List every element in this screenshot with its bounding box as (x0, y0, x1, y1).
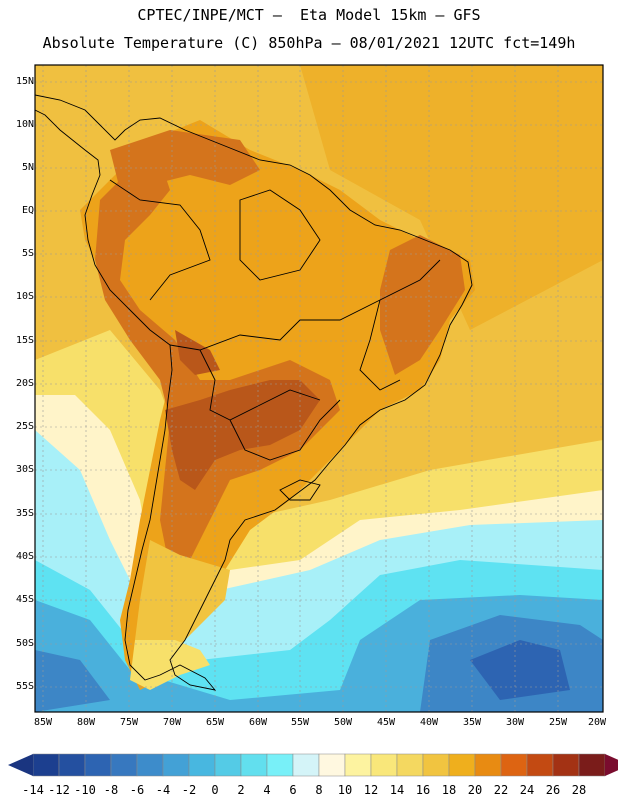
colorbar-label: 24 (519, 783, 535, 797)
colorbar-swatch (552, 753, 580, 777)
lon-label: 30W (505, 717, 525, 728)
lat-label: 55S (15, 681, 34, 692)
field-patagonia-mild (130, 640, 210, 690)
colorbar-swatch (136, 753, 164, 777)
colorbar-swatch (526, 753, 554, 777)
lat-label: 40S (15, 551, 34, 562)
lat-label: 5S (21, 248, 34, 259)
colorbar-low-arrow (8, 754, 33, 776)
colorbar-label: 0 (211, 783, 219, 797)
colorbar-label: -4 (155, 783, 171, 797)
lat-label: 15N (15, 76, 34, 87)
colorbar-swatch (110, 753, 138, 777)
colorbar-swatch (240, 753, 268, 777)
colorbar-swatch (344, 753, 372, 777)
colorbar-swatch (500, 753, 528, 777)
lat-label: 10N (15, 119, 34, 130)
coastline (35, 94, 473, 691)
lat-label: 10S (15, 291, 34, 302)
colorbar-label: 28 (571, 783, 587, 797)
lon-label: 85W (33, 717, 53, 728)
colorbar-swatch (370, 753, 398, 777)
colorbar-label: -2 (181, 783, 197, 797)
colorbar-label: 12 (363, 783, 379, 797)
colorbar-swatch (318, 753, 346, 777)
lon-label: 25W (548, 717, 568, 728)
lat-label: 5N (21, 162, 34, 173)
lat-label: 25S (15, 421, 34, 432)
temperature-field (35, 65, 603, 712)
colorbar-label: -8 (103, 783, 119, 797)
lon-label: 65W (205, 717, 225, 728)
lon-label: 70W (162, 717, 182, 728)
colorbar-swatch (162, 753, 190, 777)
colorbar-high-arrow (605, 754, 618, 776)
colorbar-swatch (58, 753, 86, 777)
colorbar-swatch (266, 753, 294, 777)
lon-label: 80W (76, 717, 96, 728)
field-cold4 (35, 615, 603, 712)
colorbar-swatch (396, 753, 424, 777)
lon-label: 40W (419, 717, 439, 728)
lat-label: 20S (15, 378, 34, 389)
lon-label: 60W (248, 717, 268, 728)
colorbar-label: -14 (22, 783, 44, 797)
chart-title-line2: Absolute Temperature (C) 850hPa – 08/01/… (42, 34, 576, 52)
colorbar-swatch (448, 753, 476, 777)
field-cold5 (470, 640, 570, 700)
lat-label: 15S (15, 335, 34, 346)
lat-label: 30S (15, 464, 34, 475)
colorbar-label: 14 (389, 783, 405, 797)
field-hot-andes (95, 160, 340, 570)
colorbar-swatch (422, 753, 450, 777)
colorbar (8, 753, 618, 777)
colorbar-swatch (578, 753, 606, 777)
lat-label: 45S (15, 594, 34, 605)
lon-label: 50W (333, 717, 353, 728)
lon-label: 35W (462, 717, 482, 728)
colorbar-swatch (32, 753, 60, 777)
lat-label: 35S (15, 508, 34, 519)
colorbar-swatch (84, 753, 112, 777)
colorbar-label: 10 (337, 783, 353, 797)
colorbar-label: -10 (74, 783, 96, 797)
colorbar-swatch (474, 753, 502, 777)
field-hottest-chaco (165, 380, 320, 490)
lat-label: EQ (21, 205, 34, 216)
colorbar-label: -12 (48, 783, 70, 797)
colorbar-label: 20 (467, 783, 483, 797)
lon-label: 55W (290, 717, 310, 728)
map-frame (34, 64, 604, 713)
lat-label: 50S (15, 638, 34, 649)
colorbar-swatch (188, 753, 216, 777)
colorbar-swatch (292, 753, 320, 777)
lon-label: 45W (376, 717, 396, 728)
colorbar-label: 6 (289, 783, 297, 797)
colorbar-label: 4 (263, 783, 271, 797)
lon-label: 20W (587, 717, 607, 728)
field-tropical-atlantic (300, 65, 603, 330)
colorbar-label: 2 (237, 783, 245, 797)
field-hot-northeast (380, 235, 465, 375)
colorbar-label: 8 (315, 783, 323, 797)
chart-title-line1: CPTEC/INPE/MCT – Eta Model 15km – GFS (137, 6, 481, 24)
colorbar-label: 18 (441, 783, 457, 797)
colorbar-label: 16 (415, 783, 431, 797)
lon-label: 75W (119, 717, 139, 728)
colorbar-label: -6 (129, 783, 145, 797)
colorbar-label: 22 (493, 783, 509, 797)
colorbar-label: 26 (545, 783, 561, 797)
colorbar-swatch (214, 753, 242, 777)
